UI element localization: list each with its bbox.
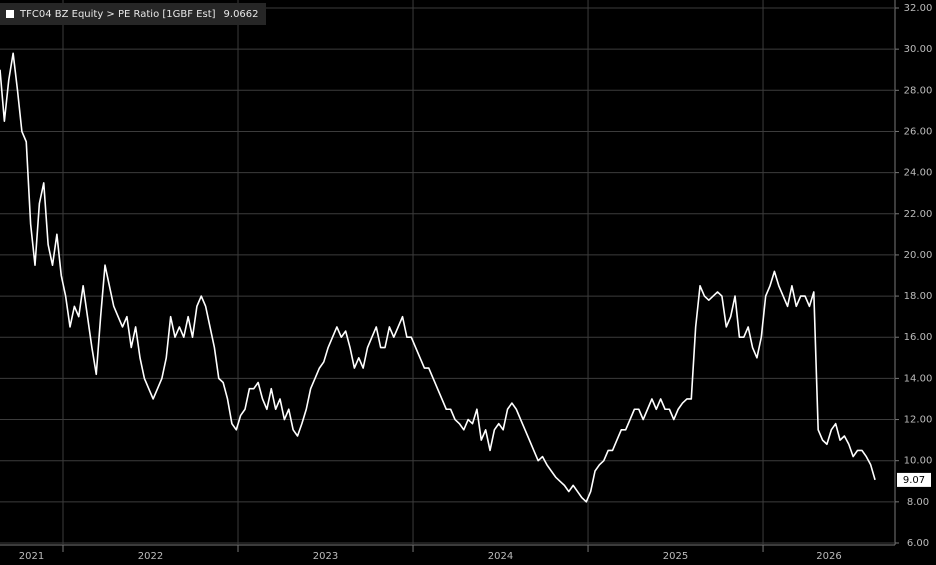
y-tick-label: 22.00 <box>904 209 933 220</box>
x-tick-label: 2026 <box>816 551 841 562</box>
last-value-box <box>897 472 931 487</box>
y-tick-label: 20.00 <box>904 250 933 261</box>
y-tick-label: 30.00 <box>904 44 933 55</box>
y-tick-label: 10.00 <box>904 456 933 467</box>
y-tick-label: 8.00 <box>907 497 929 508</box>
series-line <box>0 52 876 503</box>
legend-swatch <box>6 10 14 18</box>
y-tick-label: 18.00 <box>904 291 933 302</box>
last-value-label: 9.07 <box>903 475 925 486</box>
y-tick-label: 12.00 <box>904 415 933 426</box>
last-value-marker: 9.07 <box>897 472 931 487</box>
y-tick-label: 16.00 <box>904 332 933 343</box>
x-tick-label: 2024 <box>488 551 513 562</box>
legend-value: 9.0662 <box>224 9 259 20</box>
legend-background <box>0 3 266 25</box>
y-tick-label: 26.00 <box>904 126 933 137</box>
x-tick-label: 2021 <box>19 551 44 562</box>
y-tick-label: 14.00 <box>904 373 933 384</box>
y-tick-label: 32.00 <box>904 3 933 14</box>
x-tick-label: 2022 <box>138 551 163 562</box>
y-tick-label: 24.00 <box>904 168 933 179</box>
y-tick-label: 28.00 <box>904 85 933 96</box>
y-tick-label: 6.00 <box>907 538 929 549</box>
x-tick-label: 2025 <box>663 551 688 562</box>
legend-label: TFC04 BZ Equity > PE Ratio [1GBF Est] <box>19 9 216 20</box>
x-tick-label: 2023 <box>313 551 338 562</box>
